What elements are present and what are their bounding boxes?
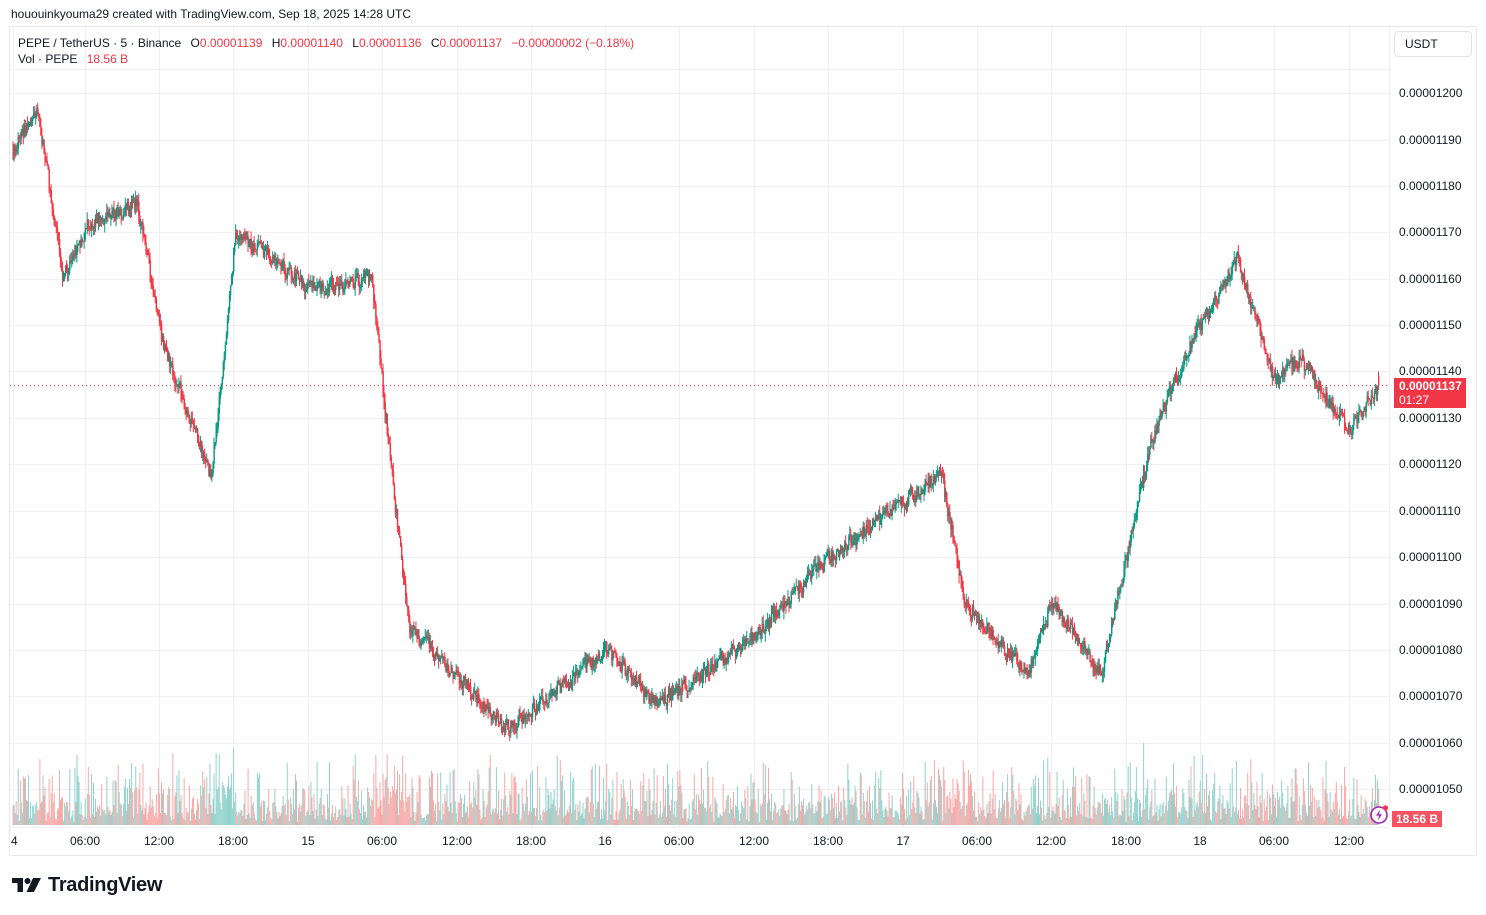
price-tick-label: 0.00001190 bbox=[1399, 133, 1462, 147]
time-tick-label: 06:00 bbox=[1258, 834, 1290, 848]
volume-bars bbox=[12, 743, 1380, 825]
price-tick-label: 0.00001060 bbox=[1399, 736, 1463, 750]
time-tick-label: 12:00 bbox=[1035, 834, 1067, 848]
price-tick-label: 0.00001140 bbox=[1399, 364, 1462, 378]
time-tick-label: 18:00 bbox=[217, 834, 249, 848]
tradingview-logo-icon bbox=[12, 878, 41, 892]
high-label: H bbox=[271, 36, 281, 50]
time-tick-label: 06:00 bbox=[663, 834, 695, 848]
time-tick-label: 16 bbox=[598, 834, 612, 848]
time-tick-label: 06:00 bbox=[366, 834, 398, 848]
candlestick-chart[interactable] bbox=[10, 27, 1389, 827]
price-tick-label: 0.00001200 bbox=[1399, 86, 1463, 100]
open-value: 0.00001139 bbox=[199, 36, 263, 50]
price-tick-label: 0.00001100 bbox=[1399, 550, 1462, 564]
bar-countdown: 01:27 bbox=[1399, 393, 1430, 407]
low-value: 0.00001136 bbox=[358, 36, 422, 50]
price-tick-label: 0.00001180 bbox=[1399, 179, 1462, 193]
chart-credit: hououinkyouma29 created with TradingView… bbox=[11, 7, 412, 21]
chart-pane[interactable] bbox=[10, 27, 1389, 827]
time-tick-label: 06:00 bbox=[961, 834, 993, 848]
tradingview-logo[interactable]: TradingView bbox=[12, 873, 162, 897]
time-tick-label: 12:00 bbox=[143, 834, 175, 848]
price-tick-label: 0.00001120 bbox=[1399, 457, 1462, 471]
volume-row: Vol · PEPE 18.56 B bbox=[18, 51, 634, 67]
close-value: 0.00001137 bbox=[439, 36, 503, 50]
price-tick-label: 0.00001050 bbox=[1399, 782, 1463, 796]
currency-button[interactable]: USDT bbox=[1394, 31, 1472, 57]
high-value: 0.00001140 bbox=[280, 36, 343, 50]
time-tick-label: 15 bbox=[301, 834, 315, 848]
symbol-title[interactable]: PEPE / TetherUS · 5 · Binance bbox=[18, 36, 182, 50]
time-tick-label: 06:00 bbox=[69, 834, 101, 848]
time-tick-label: 4 bbox=[11, 834, 18, 848]
close-label: C bbox=[430, 36, 440, 50]
price-tick-label: 0.00001110 bbox=[1399, 504, 1461, 518]
candles bbox=[12, 103, 1380, 741]
price-tick-label: 0.00001070 bbox=[1399, 689, 1463, 703]
price-axis[interactable]: 0.00001200 0.00001190 0.00001180 0.00001170… bbox=[1389, 27, 1476, 827]
volume-tag: 18.56 B bbox=[1392, 811, 1442, 827]
volume-label[interactable]: Vol · PEPE bbox=[18, 52, 78, 66]
time-tick-label: 12:00 bbox=[738, 834, 770, 848]
lightning-icon[interactable] bbox=[1369, 804, 1389, 824]
open-label: O bbox=[190, 36, 200, 50]
volume-value: 18.56 B bbox=[86, 52, 129, 66]
time-tick-label: 18:00 bbox=[812, 834, 844, 848]
time-tick-label: 12:00 bbox=[1333, 834, 1365, 848]
time-tick-label: 18:00 bbox=[1110, 834, 1142, 848]
price-tick-label: 0.00001080 bbox=[1399, 643, 1463, 657]
price-tick-label: 0.00001090 bbox=[1399, 597, 1463, 611]
time-tick-label: 18:00 bbox=[515, 834, 547, 848]
change-value: −0.00000002 (−0.18%) bbox=[511, 36, 635, 50]
tradingview-logo-text: TradingView bbox=[48, 873, 163, 896]
price-tick-label: 0.00001150 bbox=[1399, 318, 1462, 332]
chart-frame bbox=[9, 26, 1477, 856]
low-label: L bbox=[352, 36, 359, 50]
last-price-tag: 0.00001137 01:27 bbox=[1394, 378, 1466, 408]
last-price-value: 0.00001137 bbox=[1399, 379, 1462, 393]
price-tick-label: 0.00001170 bbox=[1399, 225, 1462, 239]
time-tick-label: 17 bbox=[896, 834, 910, 848]
chart-legend: PEPE / TetherUS · 5 · Binance O0.0000113… bbox=[18, 35, 634, 67]
price-tick-label: 0.00001130 bbox=[1399, 411, 1462, 425]
ohlc-row: PEPE / TetherUS · 5 · Binance O0.0000113… bbox=[18, 35, 634, 51]
time-axis[interactable]: 4 06:00 12:00 18:00 15 06:00 12:00 18:00 16 06:00… bbox=[10, 827, 1389, 855]
time-tick-label: 18 bbox=[1193, 834, 1207, 848]
time-tick-label: 12:00 bbox=[441, 834, 473, 848]
price-tick-label: 0.00001160 bbox=[1399, 272, 1462, 286]
